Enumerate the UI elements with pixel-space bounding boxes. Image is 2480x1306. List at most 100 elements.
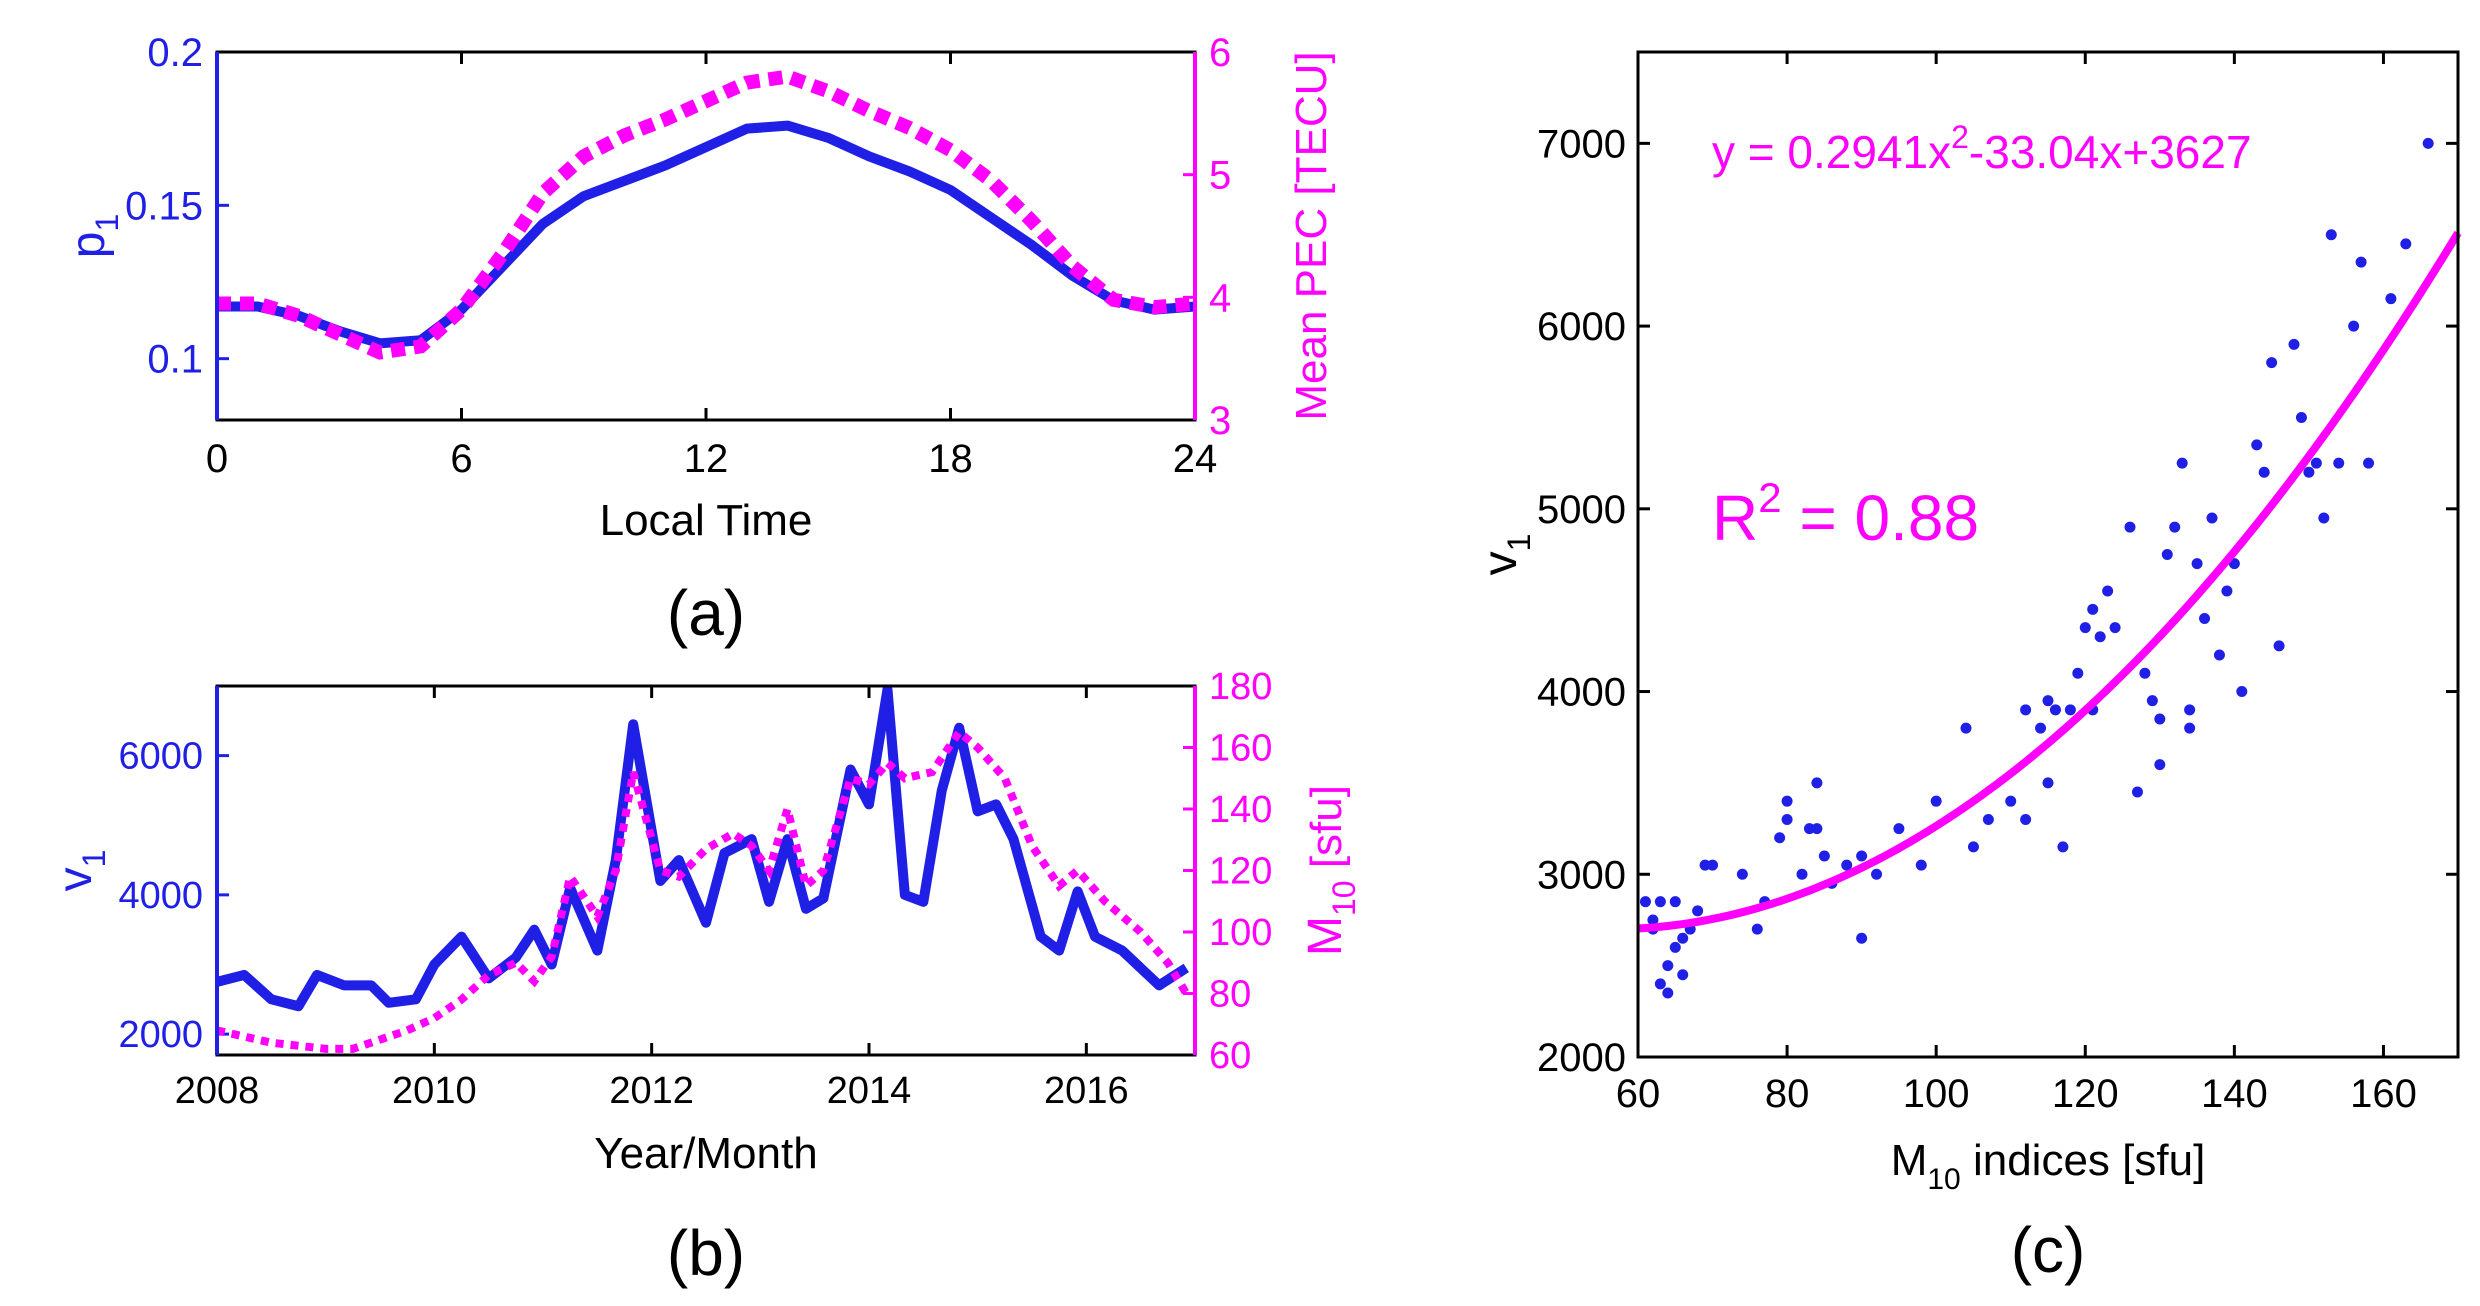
scatter-point (1796, 868, 1808, 880)
scatter-point (2206, 512, 2218, 524)
scatter-point (1841, 859, 1853, 871)
panel-b-right-tick-label: 180 (1209, 666, 1272, 708)
scatter-point (2318, 512, 2330, 524)
scatter-point (1856, 850, 1868, 862)
scatter-point (2251, 439, 2263, 451)
panel-b-right-tick-label: 100 (1209, 912, 1272, 954)
scatter-point (2355, 256, 2367, 268)
scatter-point (2154, 713, 2166, 725)
panel-a-mean-pec-line (217, 69, 1196, 360)
scatter-point (2176, 457, 2188, 469)
scatter-point (1960, 722, 1972, 734)
panel-a-x-tick-label: 12 (684, 437, 729, 481)
scatter-point (2273, 640, 2285, 652)
scatter-point (1930, 795, 1942, 807)
panel-b-right-tick-label: 160 (1209, 728, 1272, 770)
scatter-point (1669, 896, 1681, 908)
panel-c-y-tick-label: 6000 (1537, 305, 1626, 349)
scatter-point (1662, 960, 1674, 972)
panel-c-x-tick-label: 160 (2350, 1072, 2417, 1116)
panel-c-r-squared: R2 = 0.88 (1712, 474, 1979, 554)
panel-b-v1-line (215, 684, 1190, 1012)
panel-c-x-tick-label: 80 (1765, 1072, 1810, 1116)
panel-c-scatter-points (1639, 137, 2434, 999)
scatter-point (2109, 622, 2121, 634)
scatter-point (2005, 795, 2017, 807)
scatter-point (2042, 695, 2054, 707)
scatter-point (2221, 585, 2233, 597)
panel-a-x-axis-label: Local Time (600, 496, 813, 545)
scatter-point (2422, 137, 2434, 149)
scatter-point (2131, 786, 2143, 798)
scatter-point (2094, 631, 2106, 643)
panel-a-right-tick-label: 3 (1209, 399, 1231, 443)
panel-b-x-axis-label: Year/Month (594, 1129, 817, 1178)
scatter-point (2363, 457, 2375, 469)
panel-b-x-tick-label: 2008 (175, 1070, 260, 1112)
panel-a-ticks: 0 6 12 18 24 0.1 0.15 0.2 3 4 5 6 (125, 31, 1231, 481)
panel-c-y-tick-label: 5000 (1537, 488, 1626, 532)
scatter-point (1811, 823, 1823, 835)
scatter-point (1692, 905, 1704, 917)
panel-c-ticks: 60 80 100 120 140 160 2000 3000 4000 5000 6000 7000 (1537, 52, 2458, 1116)
scatter-point (1654, 978, 1666, 990)
scatter-point (1982, 813, 1994, 825)
panel-c-y-tick-label: 4000 (1537, 671, 1626, 715)
scatter-point (2057, 841, 2069, 853)
panel-b-ticks: 2008 2010 2012 2014 2016 2000 4000 6000 60 80 100 1… (118, 666, 1272, 1112)
panel-b-x-tick-label: 2010 (392, 1070, 477, 1112)
scatter-point (1781, 795, 1793, 807)
scatter-point (1736, 868, 1748, 880)
scatter-point (2146, 695, 2158, 707)
scatter-point (1669, 941, 1681, 953)
panel-a-right-axis-label: Mean PEC [TECU] (1287, 51, 1336, 420)
scatter-point (1774, 832, 1786, 844)
scatter-point (2310, 457, 2322, 469)
scatter-point (2199, 612, 2211, 624)
panel-c-axes-frame (1636, 50, 2460, 1059)
panel-a-left-tick-label: 0.2 (147, 31, 203, 75)
scatter-point (2258, 466, 2270, 478)
panel-c-scatter-chart: 60 80 100 120 140 160 2000 3000 4000 5000 6000 7000… (1474, 50, 2462, 1286)
scatter-point (1818, 850, 1830, 862)
panel-a-label: (a) (667, 577, 745, 649)
panel-b-label: (b) (667, 1217, 745, 1289)
scatter-point (2266, 357, 2278, 369)
scatter-point (1781, 813, 1793, 825)
scatter-point (1677, 969, 1689, 981)
panel-a-left-axis-label: p1 (62, 214, 125, 259)
panel-b-right-tick-label: 80 (1209, 974, 1251, 1016)
panel-b-right-tick-label: 120 (1209, 851, 1272, 893)
scatter-point (1677, 932, 1689, 944)
scatter-point (1915, 859, 1927, 871)
scatter-point (1662, 987, 1674, 999)
panel-a-left-spine (215, 52, 219, 420)
scatter-point (2087, 603, 2099, 615)
scatter-point (2385, 293, 2397, 305)
scatter-point (2035, 722, 2047, 734)
panel-b-left-tick-label: 4000 (118, 875, 203, 917)
scatter-point (2064, 704, 2076, 716)
scatter-point (2161, 549, 2173, 560)
panel-c-y-tick-label: 3000 (1537, 853, 1626, 897)
scatter-point (2079, 622, 2091, 634)
panel-c-x-axis-label: M10 indices [sfu] (1891, 1136, 2206, 1196)
panel-c-y-tick-label: 2000 (1537, 1036, 1626, 1080)
scatter-point (2348, 320, 2360, 332)
scatter-point (2288, 338, 2300, 350)
panel-b-left-axis-label: v1 (49, 850, 112, 892)
scatter-point (2184, 704, 2196, 716)
panel-c-y-axis-label: v1 (1474, 534, 1537, 576)
panel-b-left-spine (215, 686, 219, 1055)
scatter-point (2191, 558, 2203, 570)
scatter-point (2333, 457, 2345, 469)
panel-a-right-tick-label: 6 (1209, 31, 1231, 75)
scatter-point (2020, 704, 2032, 716)
scatter-point (2102, 585, 2114, 597)
scatter-point (2042, 777, 2054, 789)
scatter-point (1967, 841, 1979, 853)
panel-a-right-spine (1193, 52, 1197, 420)
scatter-point (1654, 896, 1666, 908)
panel-b-x-tick-label: 2016 (1044, 1070, 1129, 1112)
